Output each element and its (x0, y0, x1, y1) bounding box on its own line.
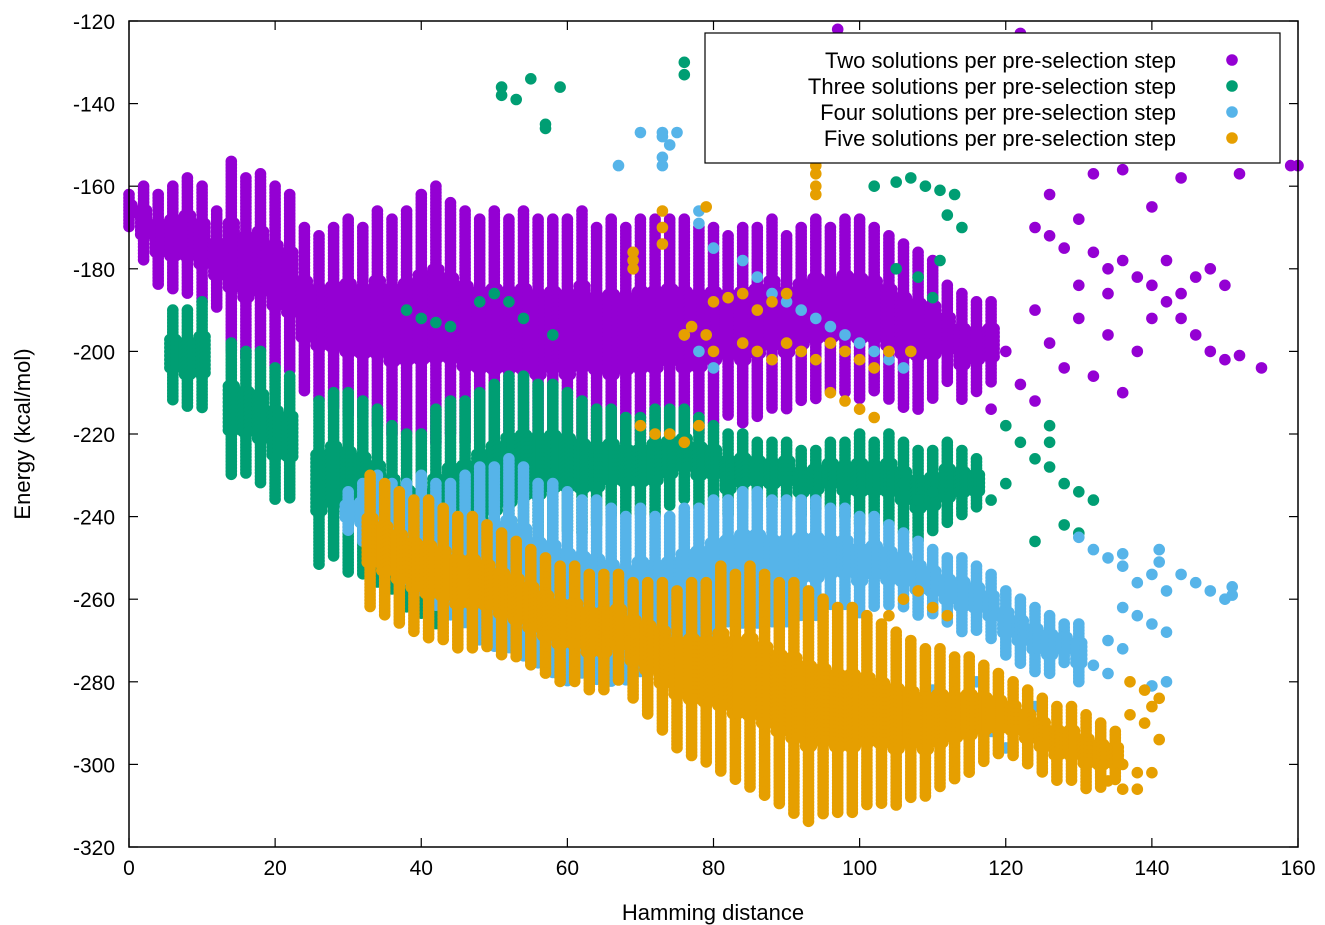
data-point-series-1 (138, 254, 150, 266)
data-point-series-1 (810, 393, 822, 405)
data-point-series-1 (752, 411, 764, 423)
data-point-series-1 (883, 393, 895, 405)
data-point-series-1 (211, 301, 223, 313)
data-point-series-1 (737, 417, 749, 429)
data-point-series-1 (766, 402, 778, 414)
data-point-series-1 (167, 283, 179, 295)
data-point-series-1 (722, 409, 734, 421)
data-point-series-1 (152, 278, 164, 290)
data-point-series-1 (182, 287, 194, 299)
data-point-series-1 (898, 401, 910, 413)
data-point-series-1 (795, 395, 807, 407)
data-point-series-1 (868, 385, 880, 397)
data-point-series-1 (565, 369, 577, 381)
data-point-series-1 (854, 393, 866, 405)
data-point-series-1 (299, 385, 311, 397)
data-point-series-1 (781, 403, 793, 415)
